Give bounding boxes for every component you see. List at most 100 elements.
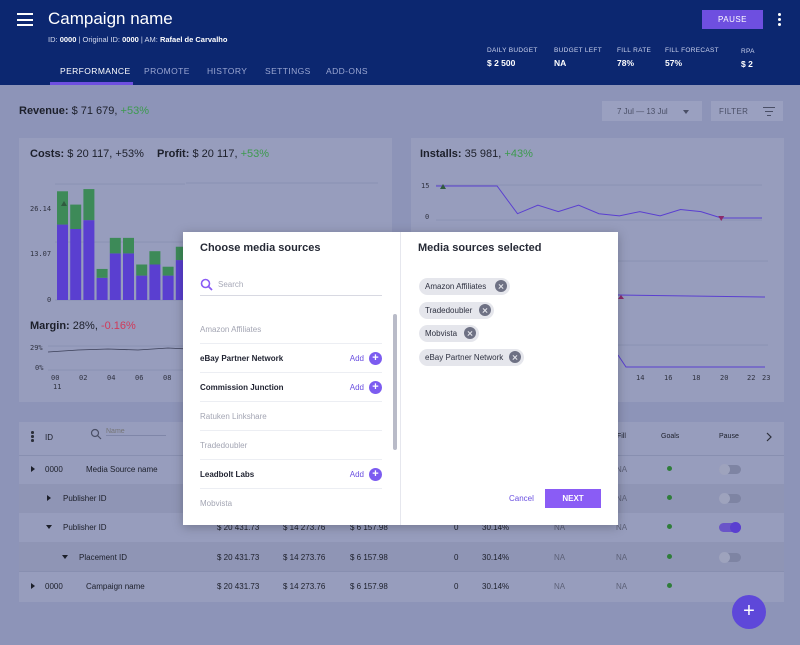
stat-fill-rate: FILL RATE 78% (617, 47, 652, 68)
row-profit: $ 6 157.98 (350, 523, 388, 532)
column-header-fill[interactable]: Fill (617, 433, 626, 440)
row-cost: $ 14 273.76 (283, 523, 326, 532)
row-percent: 30.14% (482, 582, 510, 591)
goal-status-dot (667, 495, 672, 500)
stat-fill-forecast: FILL FORECAST 57% (665, 47, 719, 68)
goal-status-dot (667, 466, 672, 471)
menu-icon[interactable] (17, 13, 33, 26)
choose-media-sources-dialog: Choose media sources Media sources selec… (183, 232, 618, 525)
dialog-right-title: Media sources selected (418, 242, 542, 254)
profit-metric: Profit: $ 20 117, +53% (157, 148, 270, 160)
collapse-icon[interactable] (46, 525, 52, 529)
row-name: Media Source name (86, 465, 158, 474)
installs-lower-charts (618, 260, 768, 368)
x-tick-label: 23 (762, 374, 771, 382)
tab-promote[interactable]: PROMOTE (144, 66, 190, 76)
tab-history[interactable]: HISTORY (207, 66, 248, 76)
table-search-input[interactable] (106, 428, 166, 436)
goal-status-dot (667, 524, 672, 529)
row-id: 0000 (45, 465, 63, 474)
goal-status-dot (667, 583, 672, 588)
source-item-ebay-partner-network[interactable]: eBay Partner Network Add + (200, 344, 382, 373)
row-name: Publisher ID (63, 523, 107, 532)
filter-icon (763, 107, 775, 118)
tab-performance[interactable]: PERFORMANCE (60, 66, 131, 76)
date-range-select[interactable]: 7 Jul — 13 Jul (602, 101, 702, 121)
expand-icon[interactable] (31, 583, 35, 589)
list-scrollbar[interactable] (393, 314, 397, 450)
expand-icon[interactable] (31, 466, 35, 472)
pause-button[interactable]: PAUSE (702, 10, 763, 29)
row-id: 0000 (45, 582, 63, 591)
installs-line-chart (436, 184, 762, 221)
stat-rpa: RPA $ 2 (741, 48, 755, 69)
active-tab-indicator (50, 82, 133, 85)
column-header-pause[interactable]: Pause (719, 433, 739, 440)
table-row[interactable] (19, 542, 784, 571)
column-header-id[interactable]: ID (45, 433, 53, 442)
plus-icon: + (369, 352, 382, 365)
media-source-search[interactable] (200, 277, 382, 296)
bar-segment (57, 224, 68, 300)
remove-chip-icon[interactable] (464, 327, 476, 339)
max-marker-icon (440, 184, 446, 189)
y-tick-label: 26.14 (30, 205, 52, 213)
id-value: 0000 (59, 35, 77, 44)
margin-metric: Margin: 28%, -0.16% (30, 320, 136, 332)
table-options-icon[interactable] (31, 431, 35, 442)
pause-toggle[interactable] (719, 464, 741, 475)
row-name: Campaign name (86, 582, 145, 591)
source-item-leadbolt-labs[interactable]: Leadbolt Labs Add + (200, 460, 382, 489)
source-item-amazon-affiliates: Amazon Affiliates (200, 315, 382, 344)
expand-icon[interactable] (47, 495, 51, 501)
row-name: Placement ID (79, 553, 128, 562)
source-item-mobvista: Mobvista (200, 499, 233, 508)
remove-chip-icon[interactable] (479, 304, 491, 316)
table-row[interactable] (19, 571, 784, 600)
add-fab-button[interactable]: + (732, 595, 766, 629)
installs-metric: Installs: 35 981, +43% (420, 148, 533, 160)
x-tick-label: 16 (664, 374, 673, 382)
bar-segment (96, 277, 108, 300)
more-options-icon[interactable] (778, 13, 782, 27)
remove-chip-icon[interactable] (495, 280, 507, 292)
chevron-right-icon[interactable] (765, 432, 773, 442)
bar-segment (123, 237, 134, 254)
remove-chip-icon[interactable] (509, 351, 521, 363)
original-id-value: 0000 (122, 35, 139, 44)
source-item-tradedoubler: Tradedoubler (200, 431, 382, 460)
x-tick-label: 20 (720, 374, 729, 382)
pause-toggle[interactable] (719, 552, 741, 563)
row-value: 0 (454, 582, 459, 591)
pause-toggle[interactable] (719, 493, 741, 504)
row-fill: NA (616, 553, 628, 562)
search-input[interactable] (218, 280, 378, 289)
source-item-ratuken-linkshare: Ratuken Linkshare (200, 402, 382, 431)
selected-source-chip: eBay Partner Network (419, 349, 524, 366)
bar-segment (70, 228, 82, 300)
cancel-button[interactable]: Cancel (509, 494, 534, 503)
tab-add-ons[interactable]: ADD-ONS (326, 66, 368, 76)
bar-segment (149, 264, 161, 300)
row-fill: NA (616, 523, 628, 532)
row-value: 0 (454, 553, 459, 562)
bar-segment (109, 253, 121, 300)
row-revenue: $ 20 431.73 (217, 582, 260, 591)
dialog-divider (400, 232, 401, 525)
collapse-icon[interactable] (62, 555, 68, 559)
y-tick-label: 15 (421, 182, 430, 190)
tab-settings[interactable]: SETTINGS (265, 66, 311, 76)
original-id-label: Original ID: (82, 35, 121, 44)
am-label: AM: (144, 35, 158, 44)
row-revenue: $ 20 431.73 (217, 553, 260, 562)
filter-button[interactable]: FILTER (711, 101, 783, 121)
pause-toggle[interactable] (719, 522, 741, 533)
am-value: Rafael de Carvalho (159, 35, 228, 44)
x-tick-label: 22 (747, 374, 756, 382)
search-icon (200, 278, 213, 291)
source-item-commission-junction[interactable]: Commission Junction Add + (200, 373, 382, 402)
next-button[interactable]: NEXT (545, 489, 601, 508)
x-tick-label: 02 (79, 374, 88, 382)
column-header-goals[interactable]: Goals (661, 433, 680, 440)
margin-tick-label: 29% (30, 344, 43, 352)
